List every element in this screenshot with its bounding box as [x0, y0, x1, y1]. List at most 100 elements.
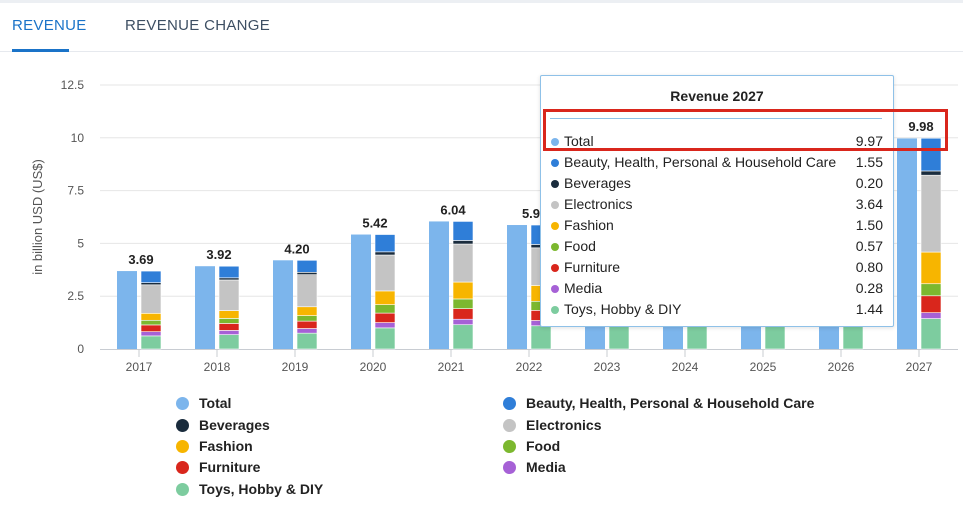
- data-label: 5.9: [522, 206, 540, 221]
- tooltip-value: 0.80: [855, 259, 883, 275]
- bar-total: [195, 266, 215, 349]
- top-border: [0, 0, 963, 3]
- x-tick-label: 2019: [282, 360, 309, 374]
- tooltip-dot: [551, 201, 559, 209]
- tooltip-label: Beauty, Health, Personal & Household Car…: [564, 154, 837, 170]
- bar-segment-toys: [296, 332, 318, 350]
- legend-item-total[interactable]: Total: [176, 395, 231, 411]
- bar-segment-fashion: [452, 281, 474, 300]
- bar-segment-beverages: [374, 251, 396, 256]
- tooltip-dot: [551, 264, 559, 272]
- tooltip-row: Beverages 0.20: [551, 174, 883, 194]
- bar-segment-toys: [530, 325, 552, 350]
- bar-segment-media: [296, 328, 318, 334]
- x-tick-label: 2022: [516, 360, 543, 374]
- legend-dot: [176, 418, 189, 432]
- tooltip-row: Beauty, Health, Personal & Household Car…: [551, 153, 883, 173]
- bar-segment-fashion: [920, 251, 942, 285]
- bar-segment-electronics: [374, 254, 396, 292]
- legend-item-toys[interactable]: Toys, Hobby & DIY: [176, 481, 323, 497]
- tooltip-value: 0.20: [855, 175, 883, 191]
- legend-item-fashion[interactable]: Fashion: [176, 438, 253, 454]
- total-row-highlight: [543, 109, 948, 151]
- legend-label: Toys, Hobby & DIY: [199, 481, 324, 497]
- legend-item-media[interactable]: Media: [503, 459, 566, 475]
- tooltip-row: Furniture 0.80: [551, 258, 883, 278]
- legend-item-food[interactable]: Food: [503, 438, 560, 454]
- bar-total: [897, 138, 917, 349]
- legend-dot: [176, 439, 189, 453]
- tooltip-value: 0.57: [855, 238, 883, 254]
- data-label: 9.98: [908, 119, 933, 134]
- tooltip-value: 1.44: [855, 301, 883, 317]
- data-label: 3.69: [128, 252, 153, 267]
- tooltip-label: Food: [564, 238, 596, 254]
- y-tick-label: 7.5: [67, 184, 84, 198]
- y-axis-label: in billion USD (US$): [30, 159, 45, 275]
- legend-dot: [503, 439, 516, 453]
- legend-dot: [176, 460, 189, 474]
- tooltip-value: 1.50: [855, 217, 883, 233]
- bar-segment-food: [296, 315, 318, 322]
- tooltip-value: 9.97: [855, 133, 883, 149]
- tooltip-label: Electronics: [564, 196, 633, 212]
- bar-segment-electronics: [296, 274, 318, 308]
- y-tick-label: 12.5: [61, 78, 85, 92]
- tooltip-dot: [551, 306, 559, 314]
- bar-segment-fashion: [140, 313, 162, 321]
- tab-revenue[interactable]: REVENUE: [12, 17, 87, 34]
- bar-segment-beauty: [452, 221, 474, 241]
- legend-item-beverages[interactable]: Beverages: [176, 417, 270, 433]
- legend-item-electronics[interactable]: Electronics: [503, 417, 601, 433]
- tab-revenue-change[interactable]: REVENUE CHANGE: [125, 17, 271, 34]
- bar-segment-furniture: [296, 320, 318, 329]
- bar-segment-beverages: [218, 277, 240, 281]
- bar-segment-furniture: [920, 295, 942, 313]
- legend-dot: [503, 396, 516, 410]
- bar-segment-furniture: [452, 308, 474, 320]
- legend-label: Food: [526, 438, 561, 454]
- bar-segment-beverages: [296, 272, 318, 275]
- bar-segment-fashion: [296, 306, 318, 316]
- bar-segment-food: [374, 304, 396, 314]
- legend-label: Furniture: [199, 459, 261, 475]
- bar-segment-beverages: [452, 240, 474, 245]
- bar-total: [273, 260, 293, 349]
- active-tab-indicator: [12, 49, 69, 52]
- tooltip: Revenue 2027 Total 9.97 Beauty, Health, …: [540, 75, 894, 327]
- x-tick-label: 2023: [594, 360, 621, 374]
- y-tick-label: 2.5: [67, 289, 84, 303]
- data-label: 5.42: [362, 216, 387, 231]
- tooltip-dot: [551, 285, 559, 293]
- bar-segment-electronics: [452, 243, 474, 283]
- tooltip-label: Fashion: [564, 217, 614, 233]
- tooltip-row: Fashion 1.50: [551, 216, 883, 236]
- tooltip-dot: [551, 180, 559, 188]
- x-tick-label: 2020: [360, 360, 387, 374]
- bar-segment-beverages: [140, 282, 162, 286]
- bar-segment-food: [140, 319, 162, 326]
- legend-label: Electronics: [526, 417, 602, 433]
- tooltip-value: 1.55: [855, 154, 883, 170]
- legend-item-furniture[interactable]: Furniture: [176, 459, 260, 475]
- bar-segment-toys: [218, 334, 240, 350]
- bar-total: [117, 271, 137, 349]
- bar-segment-furniture: [218, 323, 240, 331]
- bar-segment-food: [920, 283, 942, 297]
- bar-segment-toys: [374, 327, 396, 350]
- bar-segment-beauty: [218, 265, 240, 279]
- tooltip-divider: [550, 118, 882, 119]
- legend-label: Beauty, Health, Personal & Household Car…: [526, 395, 815, 411]
- bar-segment-toys: [920, 318, 942, 350]
- x-tick-label: 2017: [126, 360, 153, 374]
- bar-segment-beauty: [296, 259, 318, 273]
- x-tick-label: 2027: [906, 360, 933, 374]
- y-tick-label: 5: [77, 236, 84, 250]
- legend-item-beauty[interactable]: Beauty, Health, Personal & Household Car…: [503, 395, 814, 411]
- tooltip-value: 3.64: [855, 196, 883, 212]
- tooltip-label: Furniture: [564, 259, 621, 275]
- y-tick-label: 10: [71, 131, 85, 145]
- bar-segment-media: [920, 312, 942, 319]
- bar-segment-beauty: [920, 137, 942, 172]
- bar-segment-beverages: [920, 170, 942, 176]
